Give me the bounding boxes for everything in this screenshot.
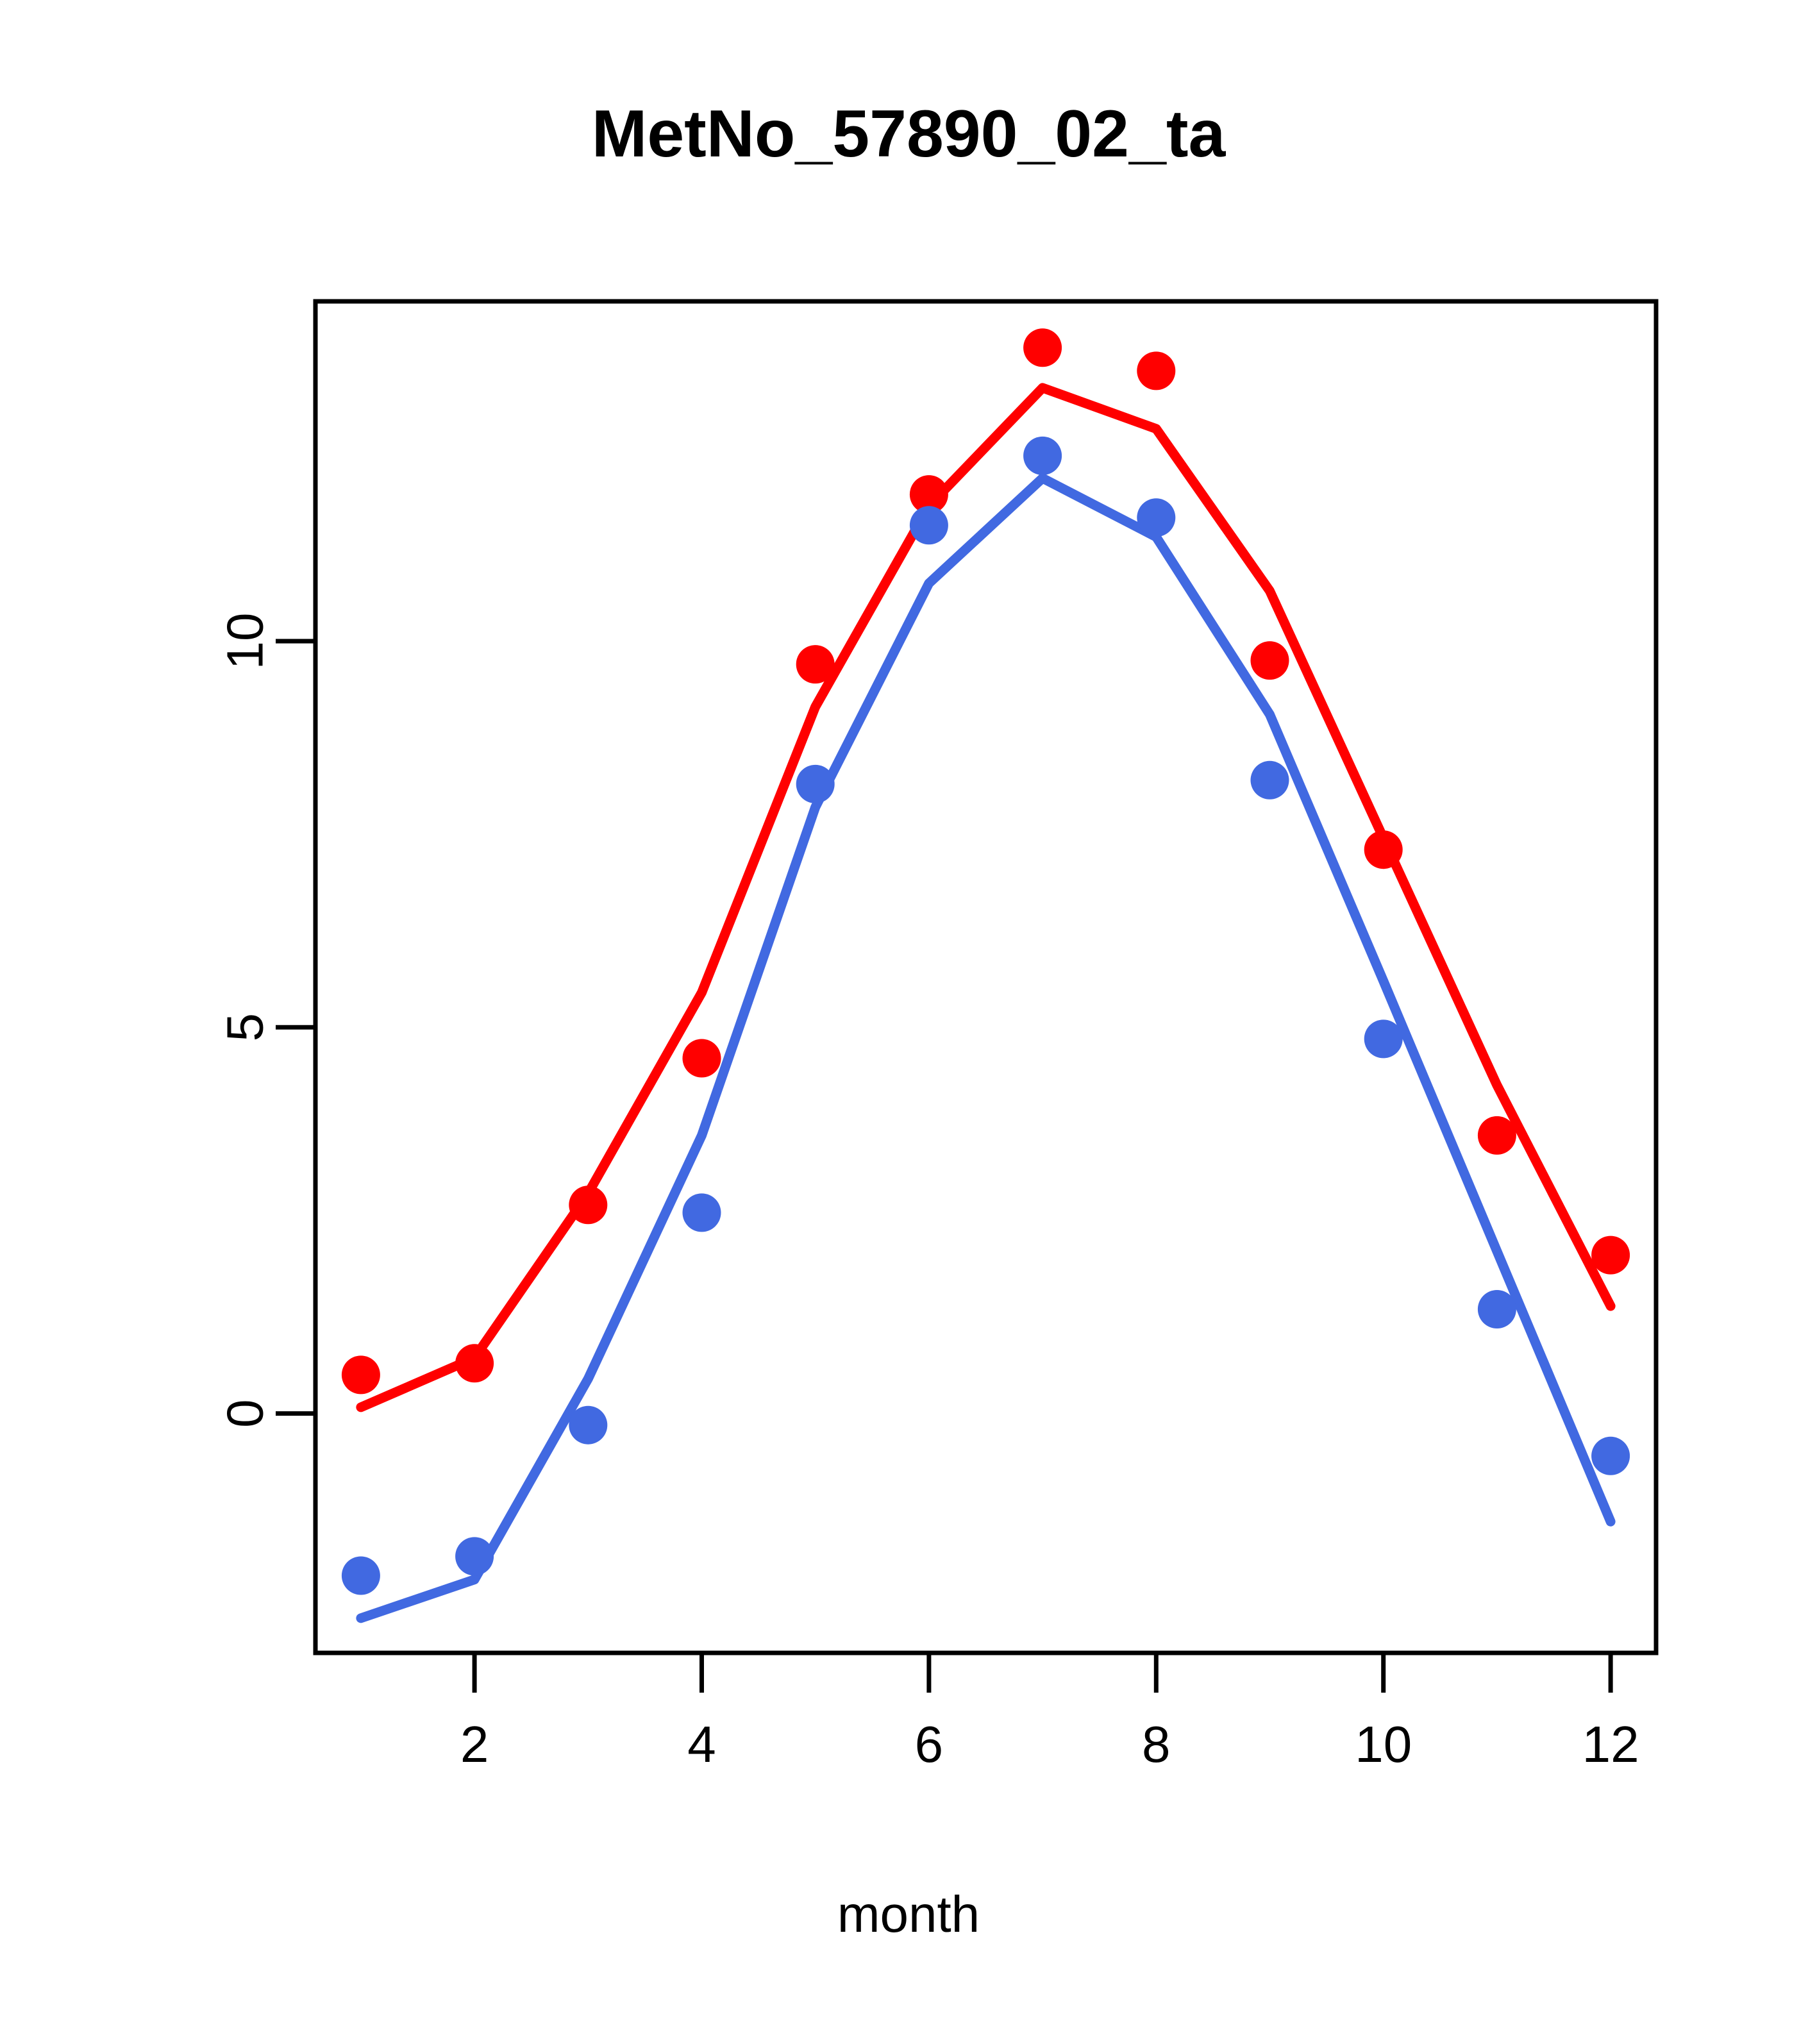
blue-series-point bbox=[341, 1556, 380, 1595]
red-series-point bbox=[1023, 328, 1062, 367]
blue-series-point bbox=[1137, 498, 1176, 537]
blue-series-point bbox=[569, 1405, 608, 1445]
red-series-point bbox=[569, 1185, 608, 1225]
page-title: MetNo_57890_02_ta bbox=[591, 97, 1226, 171]
blue-series-point bbox=[455, 1537, 494, 1576]
red-series-point bbox=[1364, 830, 1403, 869]
red-series-point bbox=[341, 1355, 380, 1395]
blue-series-point bbox=[909, 506, 948, 545]
y-axis-tick-labels: 0 5 10 bbox=[217, 613, 274, 1428]
y-axis-ticks bbox=[276, 639, 315, 1416]
x-axis-tick-label: 2 bbox=[460, 1716, 489, 1773]
blue-series-point bbox=[682, 1193, 721, 1232]
x-axis-tick-label: 6 bbox=[915, 1716, 944, 1773]
blue-series-line bbox=[356, 473, 1616, 1623]
y-axis-tick-label: 10 bbox=[217, 613, 274, 670]
red-series-point bbox=[909, 475, 948, 514]
x-axis-tick-label: 12 bbox=[1582, 1716, 1639, 1773]
blue-series-point bbox=[1591, 1436, 1630, 1475]
red-series-line bbox=[356, 383, 1616, 1412]
x-axis-ticks bbox=[472, 1653, 1613, 1693]
blue-series-point bbox=[1250, 760, 1289, 800]
red-series-point bbox=[1137, 351, 1176, 390]
y-axis-tick-label: 0 bbox=[217, 1399, 274, 1428]
blue-series-point bbox=[1364, 1019, 1403, 1059]
series-points bbox=[341, 328, 1630, 1595]
x-axis-label: month bbox=[837, 1886, 980, 1943]
blue-series-point bbox=[796, 764, 835, 803]
x-axis-tick-labels: 2 4 6 8 10 12 bbox=[460, 1716, 1639, 1773]
y-axis-tick-label: 5 bbox=[217, 1013, 274, 1042]
series-lines bbox=[356, 383, 1616, 1623]
red-series-point bbox=[1591, 1236, 1630, 1275]
blue-series-point bbox=[1023, 436, 1062, 475]
red-series-point bbox=[455, 1344, 494, 1383]
red-series-point bbox=[1250, 641, 1289, 680]
x-axis-tick-label: 10 bbox=[1355, 1716, 1412, 1773]
blue-series-point bbox=[1477, 1290, 1516, 1328]
x-axis-tick-label: 4 bbox=[687, 1716, 716, 1773]
red-series-point bbox=[796, 645, 835, 684]
red-series-point bbox=[682, 1039, 721, 1078]
plot-frame bbox=[313, 299, 1659, 1655]
red-series-point bbox=[1477, 1116, 1516, 1155]
x-axis-tick-label: 8 bbox=[1142, 1716, 1171, 1773]
